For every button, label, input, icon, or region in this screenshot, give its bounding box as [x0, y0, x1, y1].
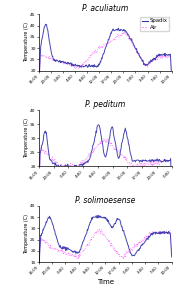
- Y-axis label: Temperature (C): Temperature (C): [24, 214, 29, 254]
- Legend: Spadix, Air: Spadix, Air: [140, 17, 169, 31]
- Y-axis label: Temperature (C): Temperature (C): [24, 118, 29, 158]
- Title: P. solimoesense: P. solimoesense: [75, 196, 136, 205]
- X-axis label: Time: Time: [97, 279, 114, 285]
- Title: P. aculiatum: P. aculiatum: [82, 5, 129, 13]
- Title: P. peditum: P. peditum: [85, 100, 125, 109]
- Y-axis label: Temperature (C): Temperature (C): [24, 23, 29, 62]
